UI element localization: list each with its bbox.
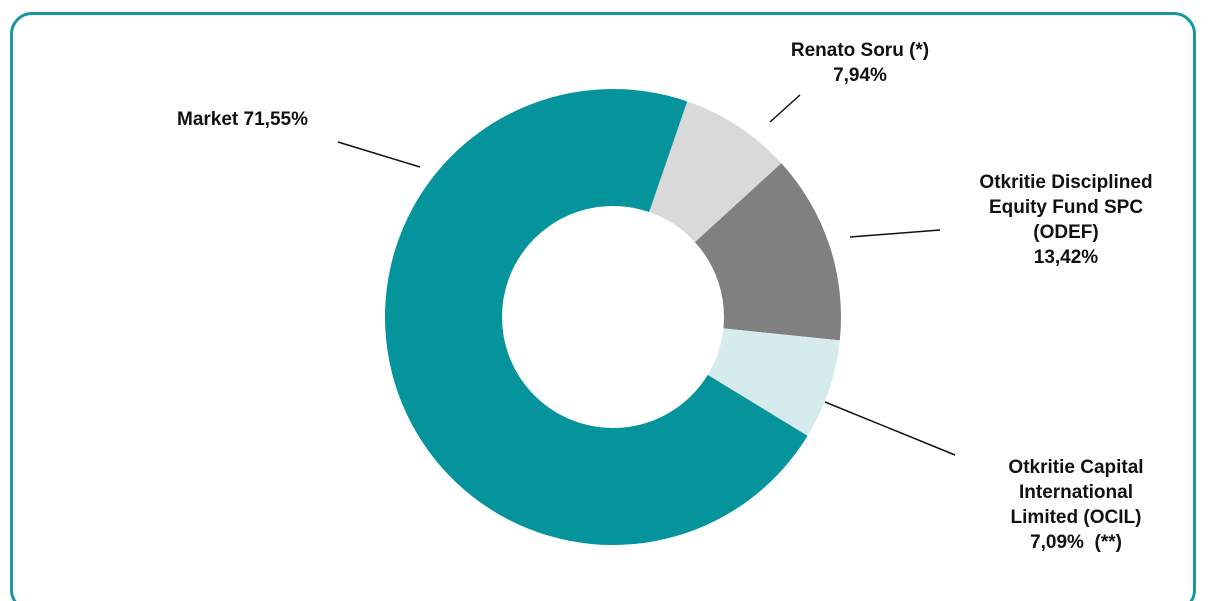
- category-label: Otkritie Disciplined Equity Fund SPC (OD…: [979, 172, 1153, 243]
- leader-line: [824, 401, 956, 456]
- slice: [649, 101, 782, 243]
- leader-line: [769, 94, 801, 123]
- value-label: 71,55%: [243, 109, 308, 130]
- leader-line: [849, 229, 941, 238]
- slice-label: Otkritie Disciplined Equity Fund SPC (OD…: [975, 170, 1157, 270]
- category-label: Otkritie Capital International Limited (…: [1008, 457, 1144, 528]
- slice-label: Otkritie Capital International Limited (…: [990, 455, 1162, 555]
- value-label: 7,94%: [833, 65, 887, 86]
- value-label: 13,42%: [1033, 247, 1099, 268]
- slice: [385, 89, 808, 546]
- value-label: 7,09% (**): [1030, 532, 1122, 553]
- slice-label: Renato Soru (*) 7,94%: [760, 38, 960, 88]
- slice-label: Market 71,55%: [120, 107, 365, 132]
- slice: [694, 163, 841, 341]
- frame: [10, 12, 1196, 601]
- slice: [707, 328, 840, 436]
- category-label: Market: [177, 109, 239, 130]
- leader-line: [337, 141, 421, 168]
- category-label: Renato Soru (*): [790, 40, 930, 61]
